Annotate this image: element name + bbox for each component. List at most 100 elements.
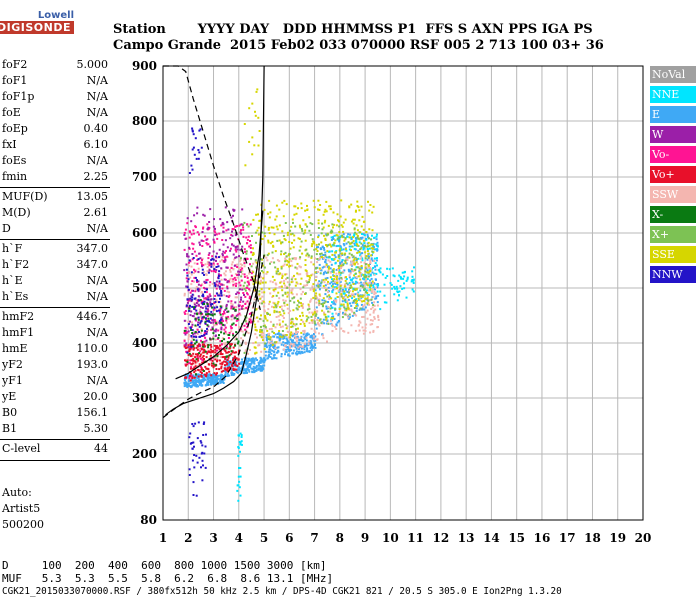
data-point bbox=[240, 223, 243, 226]
data-point bbox=[228, 374, 231, 377]
data-point bbox=[194, 269, 197, 272]
data-point bbox=[187, 346, 190, 348]
data-point bbox=[263, 232, 266, 235]
data-point bbox=[219, 313, 222, 316]
data-point bbox=[227, 228, 230, 231]
data-point bbox=[226, 372, 229, 375]
data-point bbox=[315, 253, 318, 256]
data-point bbox=[183, 248, 186, 251]
data-point bbox=[263, 266, 266, 269]
data-point bbox=[324, 300, 327, 303]
data-point bbox=[371, 211, 374, 214]
data-point bbox=[200, 284, 202, 287]
data-point bbox=[195, 384, 198, 387]
data-point bbox=[202, 226, 205, 229]
param-row: h`E N/A bbox=[2, 274, 108, 290]
data-point bbox=[265, 339, 268, 342]
data-point bbox=[203, 316, 206, 319]
header-values: Campo Grande 2015 Feb02 033 070000 RSF 0… bbox=[113, 38, 604, 53]
data-point bbox=[320, 252, 323, 255]
data-point bbox=[400, 277, 403, 279]
data-point bbox=[354, 239, 357, 242]
data-point bbox=[255, 241, 257, 244]
data-point bbox=[290, 289, 293, 292]
data-point bbox=[185, 277, 188, 280]
data-point bbox=[285, 342, 288, 344]
data-point bbox=[214, 271, 217, 273]
data-point bbox=[305, 333, 308, 336]
data-point bbox=[236, 248, 239, 251]
data-point bbox=[221, 221, 224, 224]
data-point bbox=[294, 346, 297, 349]
data-point bbox=[307, 303, 310, 306]
data-point bbox=[260, 314, 262, 317]
data-points bbox=[183, 88, 415, 502]
data-point bbox=[322, 257, 325, 260]
data-point bbox=[226, 221, 229, 224]
data-point bbox=[238, 434, 240, 437]
data-point bbox=[226, 311, 229, 313]
data-point bbox=[187, 255, 190, 258]
data-point bbox=[185, 342, 188, 345]
data-point bbox=[352, 236, 354, 239]
data-point bbox=[348, 236, 351, 239]
data-point bbox=[203, 340, 206, 343]
data-point bbox=[303, 324, 306, 327]
y-tick-label: 800 bbox=[132, 114, 157, 128]
data-point bbox=[353, 233, 356, 236]
data-point bbox=[212, 332, 215, 335]
data-point bbox=[203, 214, 206, 217]
data-point bbox=[325, 256, 328, 259]
data-point bbox=[190, 335, 193, 337]
data-point bbox=[316, 258, 319, 260]
data-point bbox=[291, 332, 294, 335]
data-point bbox=[371, 306, 374, 309]
data-point bbox=[224, 350, 227, 352]
data-point bbox=[306, 332, 309, 335]
data-point bbox=[215, 287, 218, 290]
data-point bbox=[209, 377, 212, 380]
data-point bbox=[323, 210, 326, 213]
data-point bbox=[334, 281, 337, 284]
data-point bbox=[244, 320, 247, 323]
data-point bbox=[185, 363, 188, 366]
data-point bbox=[198, 348, 201, 350]
data-point bbox=[359, 248, 362, 251]
data-point bbox=[277, 346, 280, 349]
data-point bbox=[294, 352, 297, 355]
data-point bbox=[287, 353, 290, 356]
data-point bbox=[229, 247, 232, 250]
data-point bbox=[353, 227, 356, 230]
data-point bbox=[240, 279, 243, 282]
data-point bbox=[274, 347, 277, 349]
data-point bbox=[328, 205, 331, 208]
data-point bbox=[314, 289, 317, 292]
data-point bbox=[324, 237, 327, 240]
data-point bbox=[203, 358, 205, 360]
data-point bbox=[328, 310, 331, 313]
data-point bbox=[373, 272, 376, 275]
data-point bbox=[253, 298, 256, 301]
data-point bbox=[286, 259, 289, 262]
data-point bbox=[288, 265, 291, 268]
data-point bbox=[230, 330, 233, 333]
data-point bbox=[220, 283, 223, 286]
data-point bbox=[300, 207, 303, 210]
data-point bbox=[197, 377, 200, 380]
data-point bbox=[249, 359, 252, 362]
data-point bbox=[262, 339, 264, 342]
data-point bbox=[200, 375, 203, 378]
param-row: fmin 2.25 bbox=[2, 170, 108, 186]
data-point bbox=[191, 130, 194, 133]
data-point bbox=[273, 356, 276, 359]
data-point bbox=[260, 270, 263, 272]
data-point bbox=[290, 233, 292, 236]
data-point bbox=[190, 339, 193, 342]
data-point bbox=[213, 382, 216, 385]
data-point bbox=[186, 301, 189, 304]
data-point bbox=[335, 292, 338, 295]
data-point bbox=[206, 266, 209, 268]
data-point bbox=[240, 436, 243, 438]
data-point bbox=[228, 278, 231, 281]
data-point bbox=[311, 273, 314, 276]
